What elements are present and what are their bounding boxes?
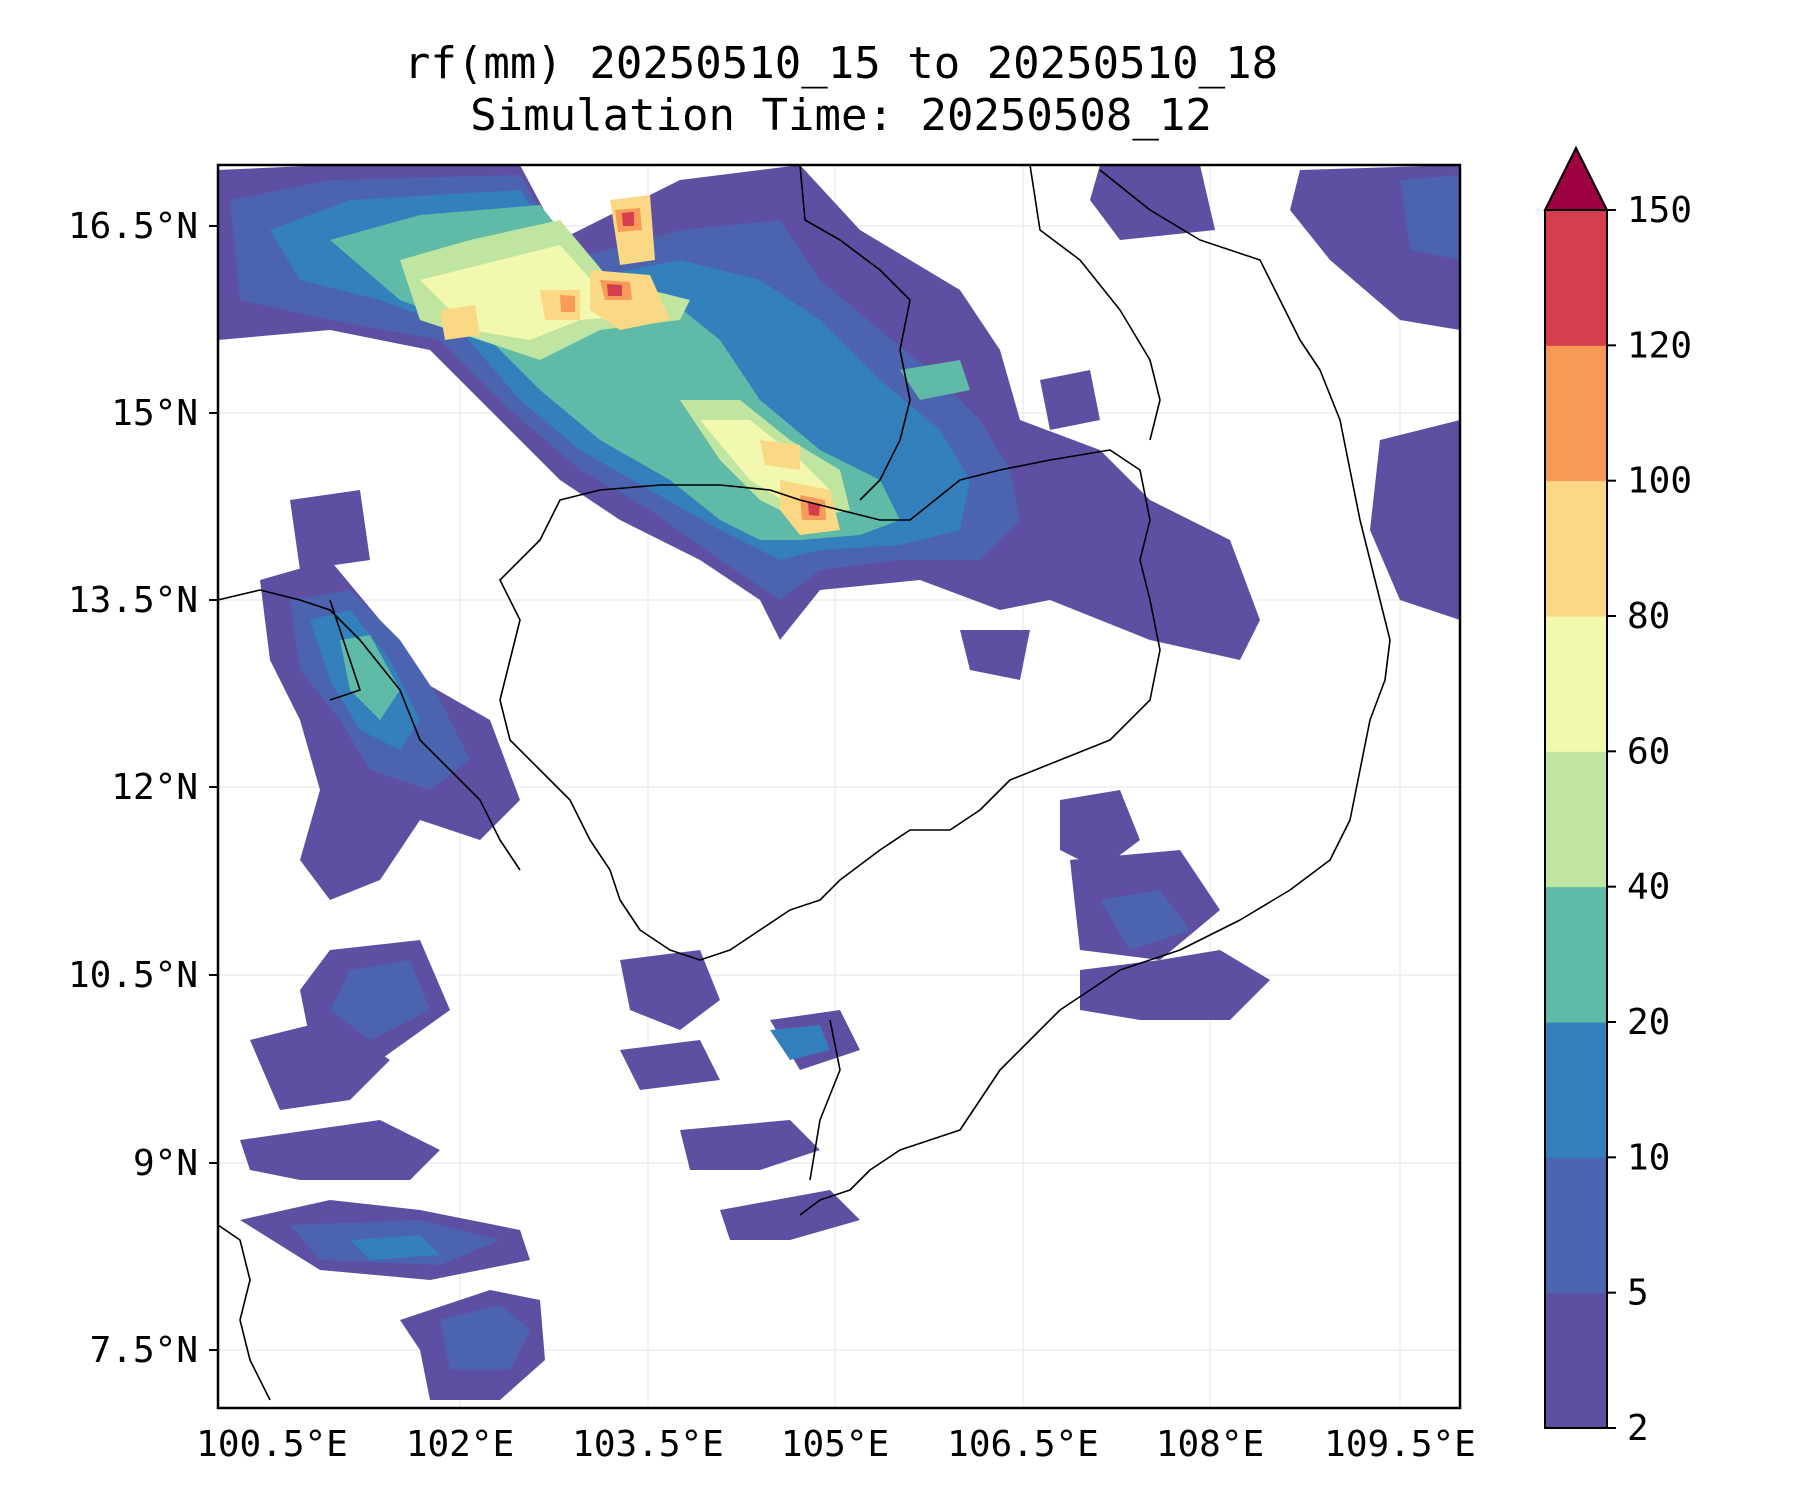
plot-title: rf(mm) 20250510_15 to 20250510_18 Simula… [0,38,1682,142]
title-line-1: rf(mm) 20250510_15 to 20250510_18 [403,38,1279,89]
colorbar-tick-label: 40 [1627,867,1670,908]
x-tick-label: 108°E [1156,1424,1264,1465]
y-tick-label: 10.5°N [68,955,198,996]
colorbar-band [1545,345,1607,482]
colorbar-band [1545,886,1607,1023]
colorbar-tick-label: 80 [1627,596,1670,637]
colorbar-band [1545,751,1607,888]
rainfall-level-120 [607,212,820,516]
y-axis-labels: 16.5°N 15°N 13.5°N 12°N 10.5°N 9°N 7.5°N [68,206,198,1371]
y-tick-label: 15°N [111,393,198,434]
coastlines-borders [218,165,1391,1401]
colorbar-band [1545,480,1607,617]
x-tick-label: 109.5°E [1324,1424,1476,1465]
colorbar-tick-label: 10 [1627,1137,1670,1178]
y-tick-label: 9°N [133,1143,198,1184]
colorbar-band [1545,616,1607,752]
map-area [218,165,1460,1408]
colorbar-band [1545,210,1607,346]
colorbar-frame [1544,209,1608,1429]
colorbar-tick-label: 120 [1627,325,1692,366]
colorbar-band [1545,1157,1607,1294]
y-tick-label: 7.5°N [90,1330,198,1371]
y-tick-label: 12°N [111,767,198,808]
x-tick-label: 100.5°E [196,1424,348,1465]
x-tick-label: 106.5°E [947,1424,1099,1465]
x-tick-label: 102°E [406,1424,514,1465]
y-tick-label: 13.5°N [68,580,198,621]
x-tick-label: 105°E [781,1424,889,1465]
colorbar-band [1545,1022,1607,1158]
x-tick-label: 103.5°E [572,1424,724,1465]
y-tick-label: 16.5°N [68,206,198,247]
colorbar-tick-label: 20 [1627,1002,1670,1043]
colorbar-tick-label: 150 [1627,190,1692,231]
colorbar: 2 5 10 20 40 60 80 100 120 150 [1543,145,1692,1449]
colorbar-tick-label: 5 [1627,1273,1649,1314]
title-line-2: Simulation Time: 20250508_12 [470,90,1212,141]
colorbar-extend-arrow [1543,145,1609,211]
x-axis-labels: 100.5°E 102°E 103.5°E 105°E 106.5°E 108°… [196,1424,1476,1465]
tick-marks [209,225,218,1351]
colorbar-tick-label: 2 [1627,1408,1649,1449]
colorbar-tick-label: 60 [1627,731,1670,772]
colorbar-band [1545,1292,1607,1429]
colorbar-tick-label: 100 [1627,461,1692,502]
